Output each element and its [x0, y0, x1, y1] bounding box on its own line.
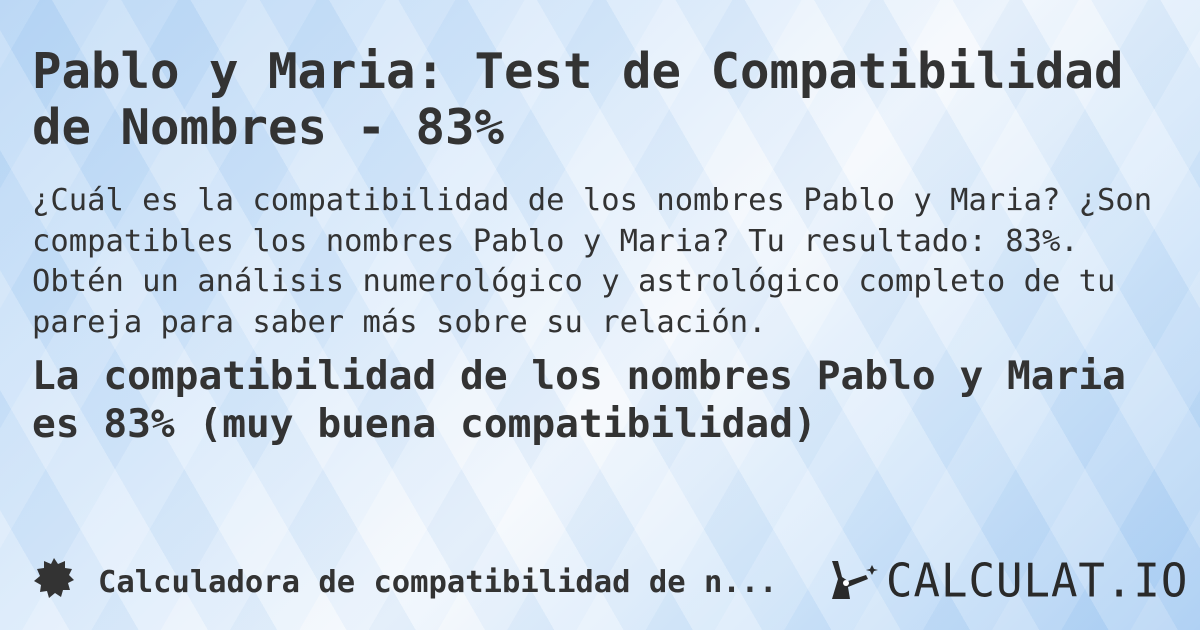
logo-text: CALCULAT.IO — [886, 554, 1189, 609]
hand-wand-icon — [828, 557, 880, 607]
calculat-logo[interactable]: CALCULAT.IO — [828, 554, 1189, 609]
page-title: Pablo y Maria: Test de Compatibilidad de… — [32, 43, 1124, 156]
result-heading: La compatibilidad de los nombres Pablo y… — [32, 353, 1126, 447]
calculator-link[interactable]: Calculadora de compatibilidad de n... — [32, 556, 777, 608]
description: ¿Cuál es la compatibilidad de los nombre… — [32, 183, 1153, 340]
calculator-link-label: Calculadora de compatibilidad de n... — [98, 564, 778, 600]
badge-icon — [32, 556, 76, 608]
